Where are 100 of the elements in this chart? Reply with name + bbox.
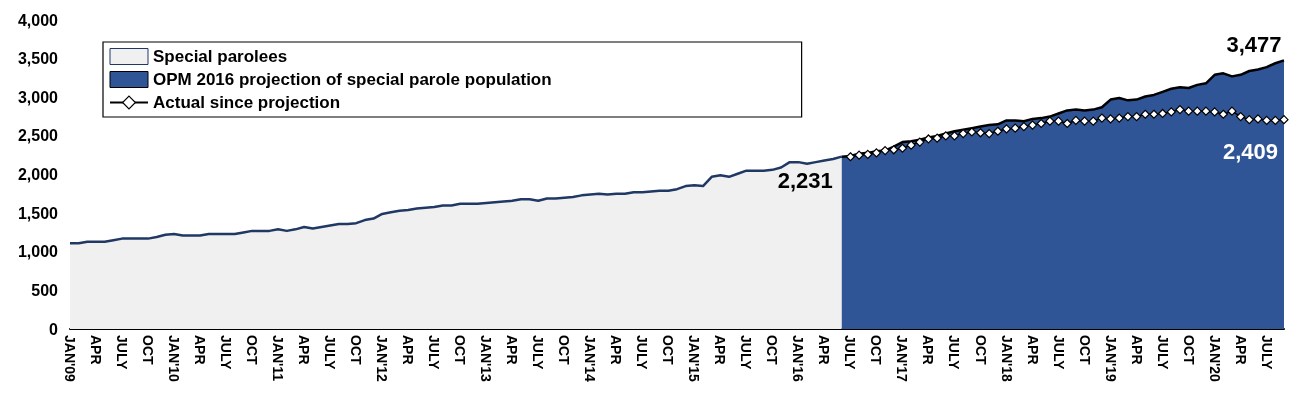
annotation: 2,409 bbox=[1222, 138, 1279, 164]
x-tick-label: JAN'15 bbox=[686, 335, 703, 383]
y-tick-label: 500 bbox=[31, 281, 59, 299]
point bbox=[941, 131, 951, 141]
point bbox=[1071, 115, 1081, 126]
x-tick-label: APR bbox=[88, 335, 105, 365]
x-tick-label: APR bbox=[400, 335, 417, 365]
point bbox=[1036, 118, 1046, 129]
point bbox=[1192, 106, 1202, 116]
point bbox=[1088, 116, 1098, 126]
point bbox=[949, 131, 960, 141]
data-label: 3,477 bbox=[1226, 31, 1282, 57]
y-tick-label: 1,000 bbox=[17, 243, 59, 261]
x-tick-label: OCT bbox=[556, 335, 573, 365]
legend-label: Special parolees bbox=[153, 47, 288, 66]
point bbox=[1244, 115, 1254, 125]
x-tick-label: OCT bbox=[972, 335, 989, 365]
point bbox=[863, 149, 873, 160]
x-tick-label: JAN'14 bbox=[582, 335, 599, 383]
point bbox=[915, 137, 925, 147]
x-tick-label: OCT bbox=[244, 335, 261, 365]
point bbox=[958, 128, 968, 139]
x-tick-label: JAN'13 bbox=[478, 335, 495, 383]
point bbox=[1123, 111, 1133, 122]
point bbox=[1097, 113, 1107, 123]
x-tick-label: JAN'17 bbox=[894, 335, 911, 383]
x-tick-label: JULY bbox=[426, 335, 443, 371]
point bbox=[932, 133, 942, 143]
point bbox=[897, 143, 908, 153]
x-tick-label: OCT bbox=[660, 335, 677, 365]
data-label: 2,231 bbox=[777, 168, 833, 194]
x-tick-label: OCT bbox=[452, 335, 469, 365]
x-tick-label: OCT bbox=[1180, 335, 1197, 365]
y-tick-label: 1,500 bbox=[17, 204, 59, 222]
point bbox=[984, 128, 994, 139]
point bbox=[1184, 106, 1194, 116]
legend-label: Actual since projection bbox=[153, 93, 341, 112]
x-tick-label: APR bbox=[504, 335, 521, 365]
x-tick-label: APR bbox=[192, 335, 209, 365]
point bbox=[880, 145, 890, 156]
point bbox=[1114, 113, 1124, 123]
x-tick-label: JULY bbox=[842, 335, 859, 371]
x-tick-label: JAN'18 bbox=[998, 335, 1015, 383]
point bbox=[1166, 107, 1176, 117]
x-tick-label: JAN'16 bbox=[790, 335, 807, 383]
x-tick-label: JAN'12 bbox=[374, 335, 391, 383]
point bbox=[854, 150, 864, 160]
point bbox=[1218, 109, 1228, 119]
point bbox=[1201, 106, 1211, 116]
x-tick-label: APR bbox=[1024, 335, 1041, 365]
point bbox=[1149, 109, 1159, 119]
point bbox=[1227, 106, 1237, 116]
point bbox=[1053, 116, 1064, 126]
point bbox=[889, 145, 899, 155]
x-tick-label: JAN'19 bbox=[1102, 335, 1119, 383]
x-tick-label: JULY bbox=[322, 335, 339, 371]
x-tick-label: JULY bbox=[634, 335, 651, 371]
point bbox=[1270, 115, 1280, 126]
x-tick-label: OCT bbox=[140, 335, 157, 365]
x-tick-label: APR bbox=[296, 335, 313, 365]
point bbox=[1131, 111, 1142, 122]
x-tick-label: APR bbox=[1128, 335, 1145, 365]
y-tick-label: 3,000 bbox=[17, 88, 59, 106]
x-tick-label: APR bbox=[712, 335, 729, 365]
x-tick-label: JULY bbox=[1050, 335, 1067, 371]
point bbox=[1140, 109, 1150, 119]
y-tick-label: 3,500 bbox=[17, 50, 59, 68]
point bbox=[1105, 114, 1116, 124]
x-tick-label: OCT bbox=[348, 335, 365, 365]
x-tick-label: JAN'20 bbox=[1206, 335, 1223, 383]
x-tick-label: JULY bbox=[218, 335, 235, 371]
point bbox=[1010, 123, 1020, 133]
point bbox=[1262, 115, 1272, 126]
point bbox=[1019, 122, 1029, 132]
point bbox=[1210, 107, 1220, 117]
x-tick-label: JULY bbox=[946, 335, 963, 371]
x-tick-label: APR bbox=[608, 335, 625, 365]
point bbox=[1045, 116, 1055, 126]
point bbox=[1079, 116, 1090, 126]
x-tick-label: JAN'10 bbox=[166, 335, 183, 383]
y-tick-label: 4,000 bbox=[17, 11, 59, 29]
y-tick-label: 2,000 bbox=[17, 166, 59, 183]
x-tick-label: APR bbox=[1232, 335, 1249, 365]
x-tick-label: APR bbox=[920, 335, 937, 365]
x-tick-label: OCT bbox=[1076, 335, 1093, 365]
point bbox=[1279, 115, 1289, 125]
x-tick-label: JULY bbox=[1258, 335, 1275, 371]
point bbox=[975, 128, 986, 138]
x-tick-label: APR bbox=[816, 335, 833, 365]
x-tick-label: JULY bbox=[114, 335, 131, 371]
x-tick-label: JULY bbox=[738, 335, 755, 371]
point bbox=[1253, 114, 1263, 124]
point bbox=[1001, 124, 1012, 134]
point bbox=[1236, 111, 1246, 122]
point bbox=[1175, 105, 1185, 115]
point bbox=[1027, 120, 1038, 130]
y-tick-label: 0 bbox=[49, 320, 59, 338]
x-tick-label: JULY bbox=[530, 335, 547, 371]
point bbox=[1158, 108, 1168, 119]
point bbox=[906, 140, 916, 150]
